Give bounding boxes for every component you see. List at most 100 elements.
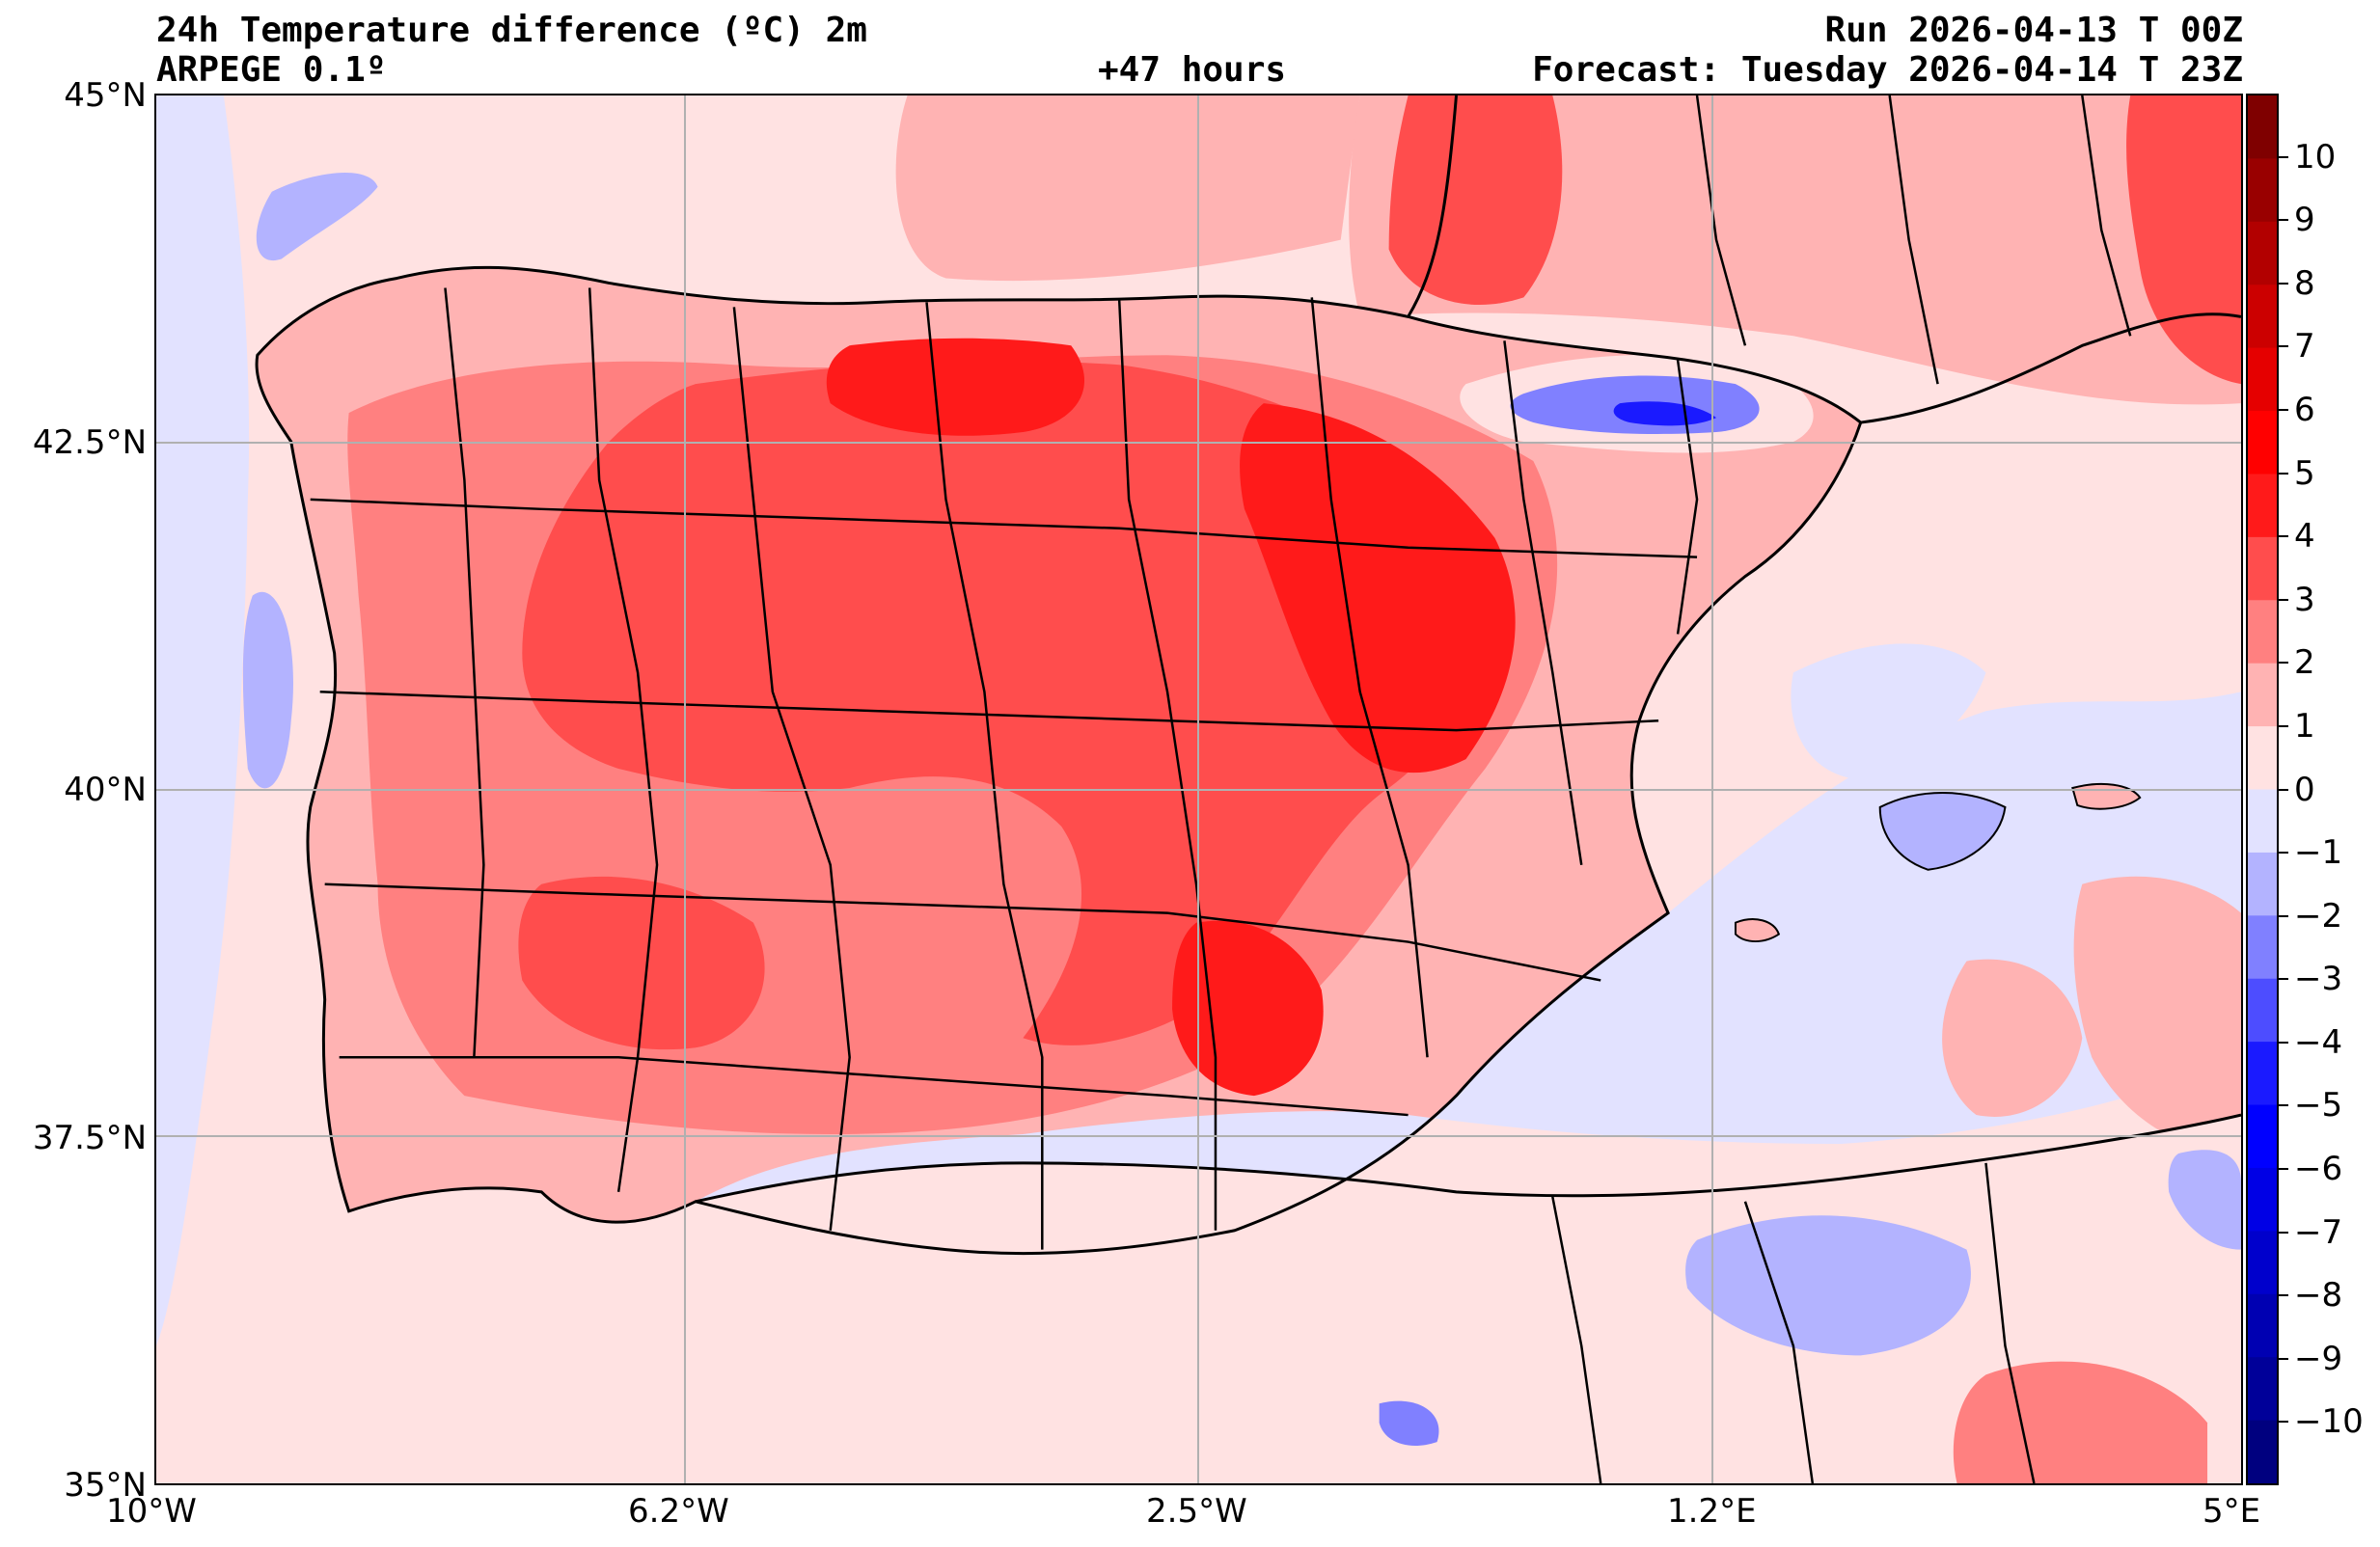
province-borders bbox=[310, 95, 2132, 1483]
colorbar-tick-label: 9 bbox=[2294, 201, 2315, 240]
balearic-cold bbox=[1791, 643, 1986, 779]
colorbar-tick-label: 7 bbox=[2294, 327, 2315, 366]
colorbar-tick-label: −5 bbox=[2294, 1086, 2343, 1126]
colorbar-tick-label: 3 bbox=[2294, 580, 2315, 619]
southwest-hot bbox=[518, 876, 765, 1050]
colorbar-tick-label: 5 bbox=[2294, 453, 2315, 493]
colorbar-band bbox=[2248, 1293, 2277, 1358]
chart-title: 24h Temperature difference (ºC) 2m bbox=[156, 11, 867, 50]
lon-tick-label: 5°E bbox=[2202, 1492, 2261, 1531]
colorbar-band bbox=[2248, 726, 2277, 790]
colorbar-band bbox=[2248, 1420, 2277, 1483]
colorbar-tick bbox=[2279, 155, 2288, 158]
colorbar bbox=[2246, 94, 2279, 1485]
pyrenees-coldest bbox=[1613, 401, 1717, 426]
lon-tick-label: 1.2°E bbox=[1667, 1492, 1757, 1531]
lead-time-label: +47 hours bbox=[1098, 50, 1287, 90]
africa-warm-patch bbox=[1953, 1361, 2208, 1483]
colorbar-tick-label: 8 bbox=[2294, 263, 2315, 303]
colorbar-band bbox=[2248, 158, 2277, 223]
colorbar-tick bbox=[2279, 1168, 2288, 1171]
colorbar-tick-label: 1 bbox=[2294, 706, 2315, 746]
colorbar-band bbox=[2248, 852, 2277, 916]
colorbar-tick bbox=[2279, 1231, 2288, 1234]
colorbar-tick bbox=[2279, 345, 2288, 348]
colorbar-band bbox=[2248, 1357, 2277, 1422]
mediterranean-cold bbox=[695, 692, 2241, 1254]
colorbar-tick-label: −4 bbox=[2294, 1022, 2343, 1062]
colorbar-tick-label: −8 bbox=[2294, 1276, 2343, 1316]
colorbar-tick-label: −9 bbox=[2294, 1339, 2343, 1378]
colorbar-tick-label: 2 bbox=[2294, 643, 2315, 683]
colorbar-tick-label: 0 bbox=[2294, 770, 2315, 809]
colorbar-band bbox=[2248, 663, 2277, 727]
colorbar-tick bbox=[2279, 1294, 2288, 1297]
ibiza-island bbox=[1734, 918, 1781, 943]
temperature-difference-map bbox=[156, 95, 2241, 1483]
colorbar-tick-label: −1 bbox=[2294, 833, 2343, 873]
colorbar-band bbox=[2248, 1104, 2277, 1169]
colorbar-tick bbox=[2279, 724, 2288, 727]
ebro-hot bbox=[1240, 403, 1516, 774]
colorbar-tick bbox=[2279, 788, 2288, 791]
africa-coastline bbox=[695, 1113, 2241, 1204]
colorbar-tick bbox=[2279, 914, 2288, 917]
gulf-of-lion-coastline bbox=[1860, 312, 2241, 424]
gridlines bbox=[156, 95, 2241, 1483]
north-africa-land bbox=[695, 1115, 2241, 1483]
alps-hot bbox=[2126, 95, 2241, 385]
colorbar-tick-label: −10 bbox=[2294, 1402, 2364, 1442]
colorbar-band bbox=[2248, 411, 2277, 475]
sea-warm-patch bbox=[1942, 959, 2083, 1117]
colorbar-band bbox=[2248, 1167, 2277, 1232]
colorbar-tick bbox=[2279, 978, 2288, 981]
colorbar-band bbox=[2248, 474, 2277, 538]
lat-tick-label: 35°N bbox=[64, 1466, 147, 1505]
colorbar-band bbox=[2248, 600, 2277, 665]
colorbar-tick bbox=[2279, 662, 2288, 665]
lon-tick-label: 2.5°W bbox=[1146, 1492, 1247, 1531]
atlantic-cold-band bbox=[156, 95, 250, 1346]
algeria-cold bbox=[1685, 1215, 1971, 1356]
colorbar-tick bbox=[2279, 852, 2288, 855]
lat-tick-label: 37.5°N bbox=[32, 1119, 147, 1157]
la-mancha-hot bbox=[1172, 920, 1324, 1097]
colorbar-band bbox=[2248, 789, 2277, 854]
tunisia-cold bbox=[2168, 1150, 2241, 1250]
forecast-label: Forecast: Tuesday 2026-04-14 T 23Z bbox=[1532, 50, 2243, 90]
france-hot bbox=[1388, 95, 1563, 306]
colorbar-band bbox=[2248, 285, 2277, 349]
colorbar-band bbox=[2248, 1231, 2277, 1295]
iberia-coastline bbox=[255, 265, 1863, 1256]
lat-tick-label: 40°N bbox=[64, 771, 147, 809]
colorbar-tick bbox=[2279, 1104, 2288, 1107]
colorbar-band bbox=[2248, 221, 2277, 285]
colorbar-tick bbox=[2279, 472, 2288, 475]
colorbar-tick-label: −3 bbox=[2294, 960, 2343, 999]
colorbar-tick bbox=[2279, 1421, 2288, 1424]
colorbar-tick-label: 6 bbox=[2294, 390, 2315, 429]
map-panel bbox=[154, 94, 2243, 1485]
atlantic-cold-patch-2 bbox=[242, 591, 293, 789]
france-warm bbox=[1349, 95, 2241, 405]
colorbar-tick-label: −7 bbox=[2294, 1212, 2343, 1252]
colorbar-tick-label: 10 bbox=[2294, 137, 2337, 176]
biscay-warm bbox=[895, 95, 1360, 282]
colorbar-band bbox=[2248, 95, 2277, 159]
mallorca-island bbox=[1878, 791, 2007, 871]
colorbar-tick-label: −6 bbox=[2294, 1150, 2343, 1189]
colorbar-band bbox=[2248, 1042, 2277, 1106]
atlantic-cold-patch bbox=[256, 172, 378, 261]
lat-tick-label: 45°N bbox=[64, 76, 147, 115]
colorbar-tick bbox=[2279, 535, 2288, 538]
lon-tick-label: 10°W bbox=[106, 1492, 197, 1531]
colorbar-tick-label: −2 bbox=[2294, 896, 2343, 936]
lat-tick-label: 42.5°N bbox=[32, 423, 147, 462]
east-sea-warm bbox=[2073, 876, 2241, 1153]
colorbar-tick bbox=[2279, 1357, 2288, 1360]
model-label: ARPEGE 0.1º bbox=[156, 50, 387, 90]
colorbar-band bbox=[2248, 915, 2277, 980]
colorbar-tick-label: 4 bbox=[2294, 517, 2315, 556]
colorbar-band bbox=[2248, 536, 2277, 601]
colorbar-tick bbox=[2279, 598, 2288, 601]
